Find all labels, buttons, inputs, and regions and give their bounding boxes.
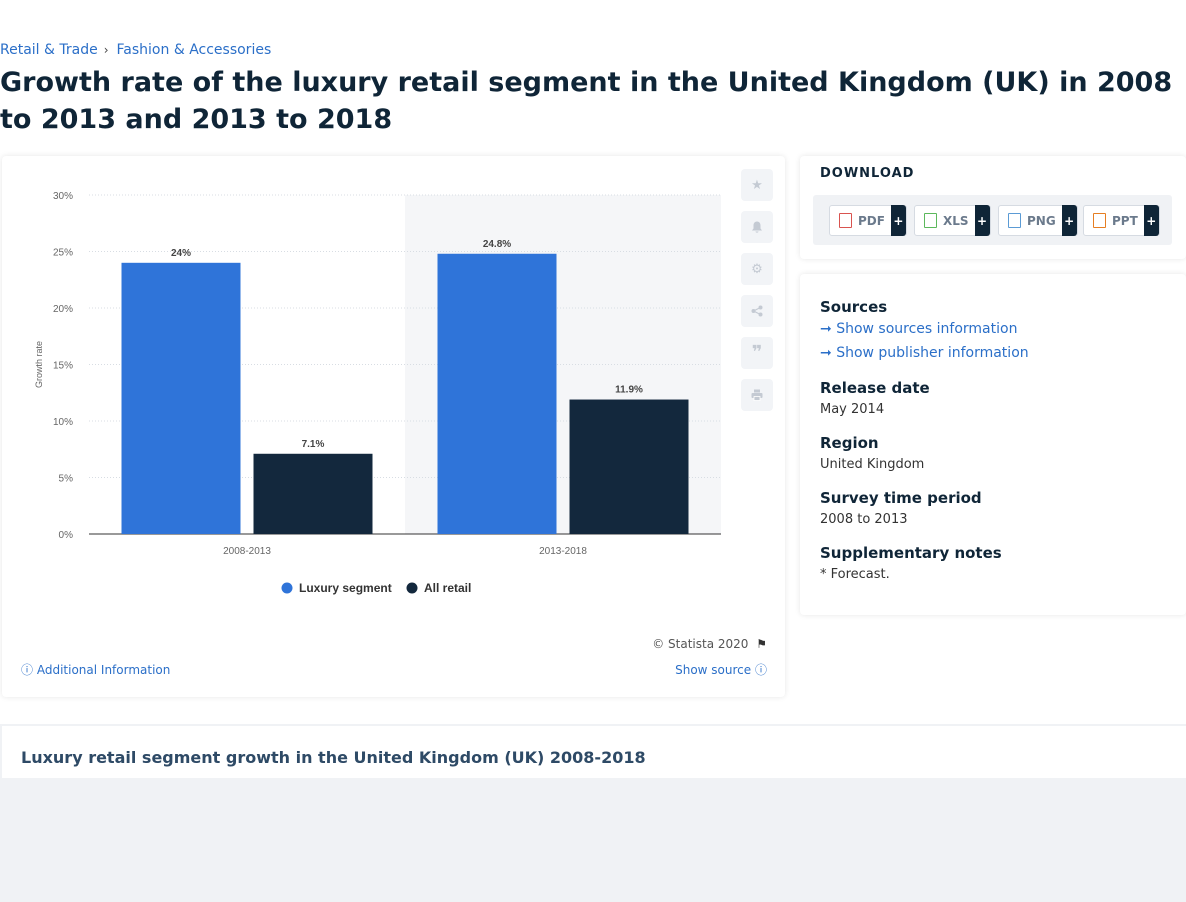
copyright-text: © Statista 2020 bbox=[652, 637, 748, 651]
bar bbox=[254, 454, 373, 534]
data-label: 24.8% bbox=[483, 239, 511, 250]
page-title: Growth rate of the luxury retail segment… bbox=[0, 64, 1186, 138]
download-buttons: PDF + XLS + PNG + PPT + bbox=[813, 195, 1172, 245]
supplementary-notes-value: * Forecast. bbox=[820, 567, 890, 582]
download-ppt-label: PPT bbox=[1112, 214, 1138, 228]
survey-period-value: 2008 to 2013 bbox=[820, 512, 907, 527]
show-sources-label: Show sources information bbox=[836, 321, 1017, 337]
y-tick-label: 20% bbox=[53, 304, 73, 315]
plus-icon: + bbox=[891, 205, 906, 236]
y-tick-label: 5% bbox=[59, 474, 74, 485]
supplementary-notes-heading: Supplementary notes bbox=[820, 544, 1002, 562]
favorite-button[interactable]: ★ bbox=[741, 169, 773, 201]
breadcrumb-fashion-accessories[interactable]: Fashion & Accessories bbox=[117, 42, 272, 58]
show-publisher-label: Show publisher information bbox=[836, 345, 1028, 361]
arrow-right-icon: ➞ bbox=[820, 321, 836, 337]
ppt-file-icon bbox=[1093, 213, 1106, 228]
data-label: 24% bbox=[171, 248, 191, 259]
show-source-link[interactable]: Show source ⓘ bbox=[675, 661, 767, 678]
download-xls-label: XLS bbox=[943, 214, 969, 228]
share-icon bbox=[751, 305, 763, 317]
pdf-file-icon bbox=[839, 213, 852, 228]
cite-button[interactable]: ❞ bbox=[741, 337, 773, 369]
x-tick-label: 2008-2013 bbox=[223, 546, 271, 557]
print-button[interactable] bbox=[741, 379, 773, 411]
legend-label: Luxury segment bbox=[299, 581, 392, 595]
gear-icon: ⚙ bbox=[751, 262, 763, 277]
y-tick-label: 10% bbox=[53, 417, 73, 428]
legend-label: All retail bbox=[424, 581, 471, 595]
download-card: DOWNLOAD PDF + XLS + PNG + PPT + bbox=[800, 156, 1186, 259]
copyright: © Statista 2020 ⚑ bbox=[652, 637, 767, 651]
share-button[interactable] bbox=[741, 295, 773, 327]
bar bbox=[122, 263, 241, 534]
bell-icon bbox=[751, 221, 763, 234]
y-tick-label: 30% bbox=[53, 191, 73, 202]
xls-file-icon bbox=[924, 213, 937, 228]
info-icon: ⓘ bbox=[755, 663, 767, 677]
star-icon: ★ bbox=[751, 178, 763, 193]
related-statistic-card: Luxury retail segment growth in the Unit… bbox=[2, 726, 1186, 778]
plus-icon: + bbox=[975, 205, 990, 236]
legend-marker bbox=[407, 583, 418, 594]
show-sources-link[interactable]: ➞ Show sources information bbox=[820, 321, 1017, 337]
legend-marker bbox=[282, 583, 293, 594]
plus-icon: + bbox=[1144, 205, 1159, 236]
show-source-label: Show source bbox=[675, 663, 751, 677]
breadcrumb: Retail & Trade › Fashion & Accessories bbox=[0, 42, 271, 58]
release-date-value: May 2014 bbox=[820, 402, 884, 417]
print-icon bbox=[751, 389, 763, 401]
download-ppt-button[interactable]: PPT + bbox=[1083, 205, 1160, 236]
y-tick-label: 25% bbox=[53, 248, 73, 259]
flag-icon[interactable]: ⚑ bbox=[756, 637, 767, 651]
info-icon: ⓘ bbox=[21, 663, 33, 677]
show-publisher-link[interactable]: ➞ Show publisher information bbox=[820, 345, 1029, 361]
breadcrumb-retail-trade[interactable]: Retail & Trade bbox=[0, 42, 98, 58]
survey-period-heading: Survey time period bbox=[820, 489, 982, 507]
chart-card: 0% 5% 10% 15% 20% 25% 30% Growth rate 24% 7.1% 20… bbox=[2, 156, 785, 697]
y-tick-label: 0% bbox=[59, 530, 74, 541]
x-tick-label: 2013-2018 bbox=[539, 546, 587, 557]
related-statistic-title: Luxury retail segment growth in the Unit… bbox=[21, 748, 646, 767]
bar bbox=[438, 254, 557, 534]
sources-heading: Sources bbox=[820, 298, 887, 316]
breadcrumb-separator: › bbox=[104, 43, 109, 57]
plus-icon: + bbox=[1062, 205, 1077, 236]
download-pdf-label: PDF bbox=[858, 214, 885, 228]
download-pdf-button[interactable]: PDF + bbox=[829, 205, 907, 236]
arrow-right-icon: ➞ bbox=[820, 345, 836, 361]
data-label: 7.1% bbox=[302, 439, 325, 450]
download-xls-button[interactable]: XLS + bbox=[914, 205, 991, 236]
additional-information-link[interactable]: ⓘ Additional Information bbox=[21, 661, 170, 678]
y-tick-label: 15% bbox=[53, 361, 73, 372]
data-label: 11.9% bbox=[615, 385, 643, 396]
additional-information-label: Additional Information bbox=[37, 663, 171, 677]
region-value: United Kingdom bbox=[820, 457, 924, 472]
download-png-button[interactable]: PNG + bbox=[998, 205, 1078, 236]
bar-chart: 0% 5% 10% 15% 20% 25% 30% Growth rate 24% 7.1% 20… bbox=[2, 156, 742, 616]
y-axis-label: Growth rate bbox=[34, 341, 44, 388]
bar bbox=[570, 400, 689, 534]
region-heading: Region bbox=[820, 434, 879, 452]
quote-icon: ❞ bbox=[752, 344, 763, 362]
settings-button[interactable]: ⚙ bbox=[741, 253, 773, 285]
notification-button[interactable] bbox=[741, 211, 773, 243]
png-file-icon bbox=[1008, 213, 1021, 228]
release-date-heading: Release date bbox=[820, 379, 930, 397]
download-title: DOWNLOAD bbox=[820, 166, 914, 181]
info-card: Sources ➞ Show sources information ➞ Sho… bbox=[800, 274, 1186, 615]
download-png-label: PNG bbox=[1027, 214, 1056, 228]
